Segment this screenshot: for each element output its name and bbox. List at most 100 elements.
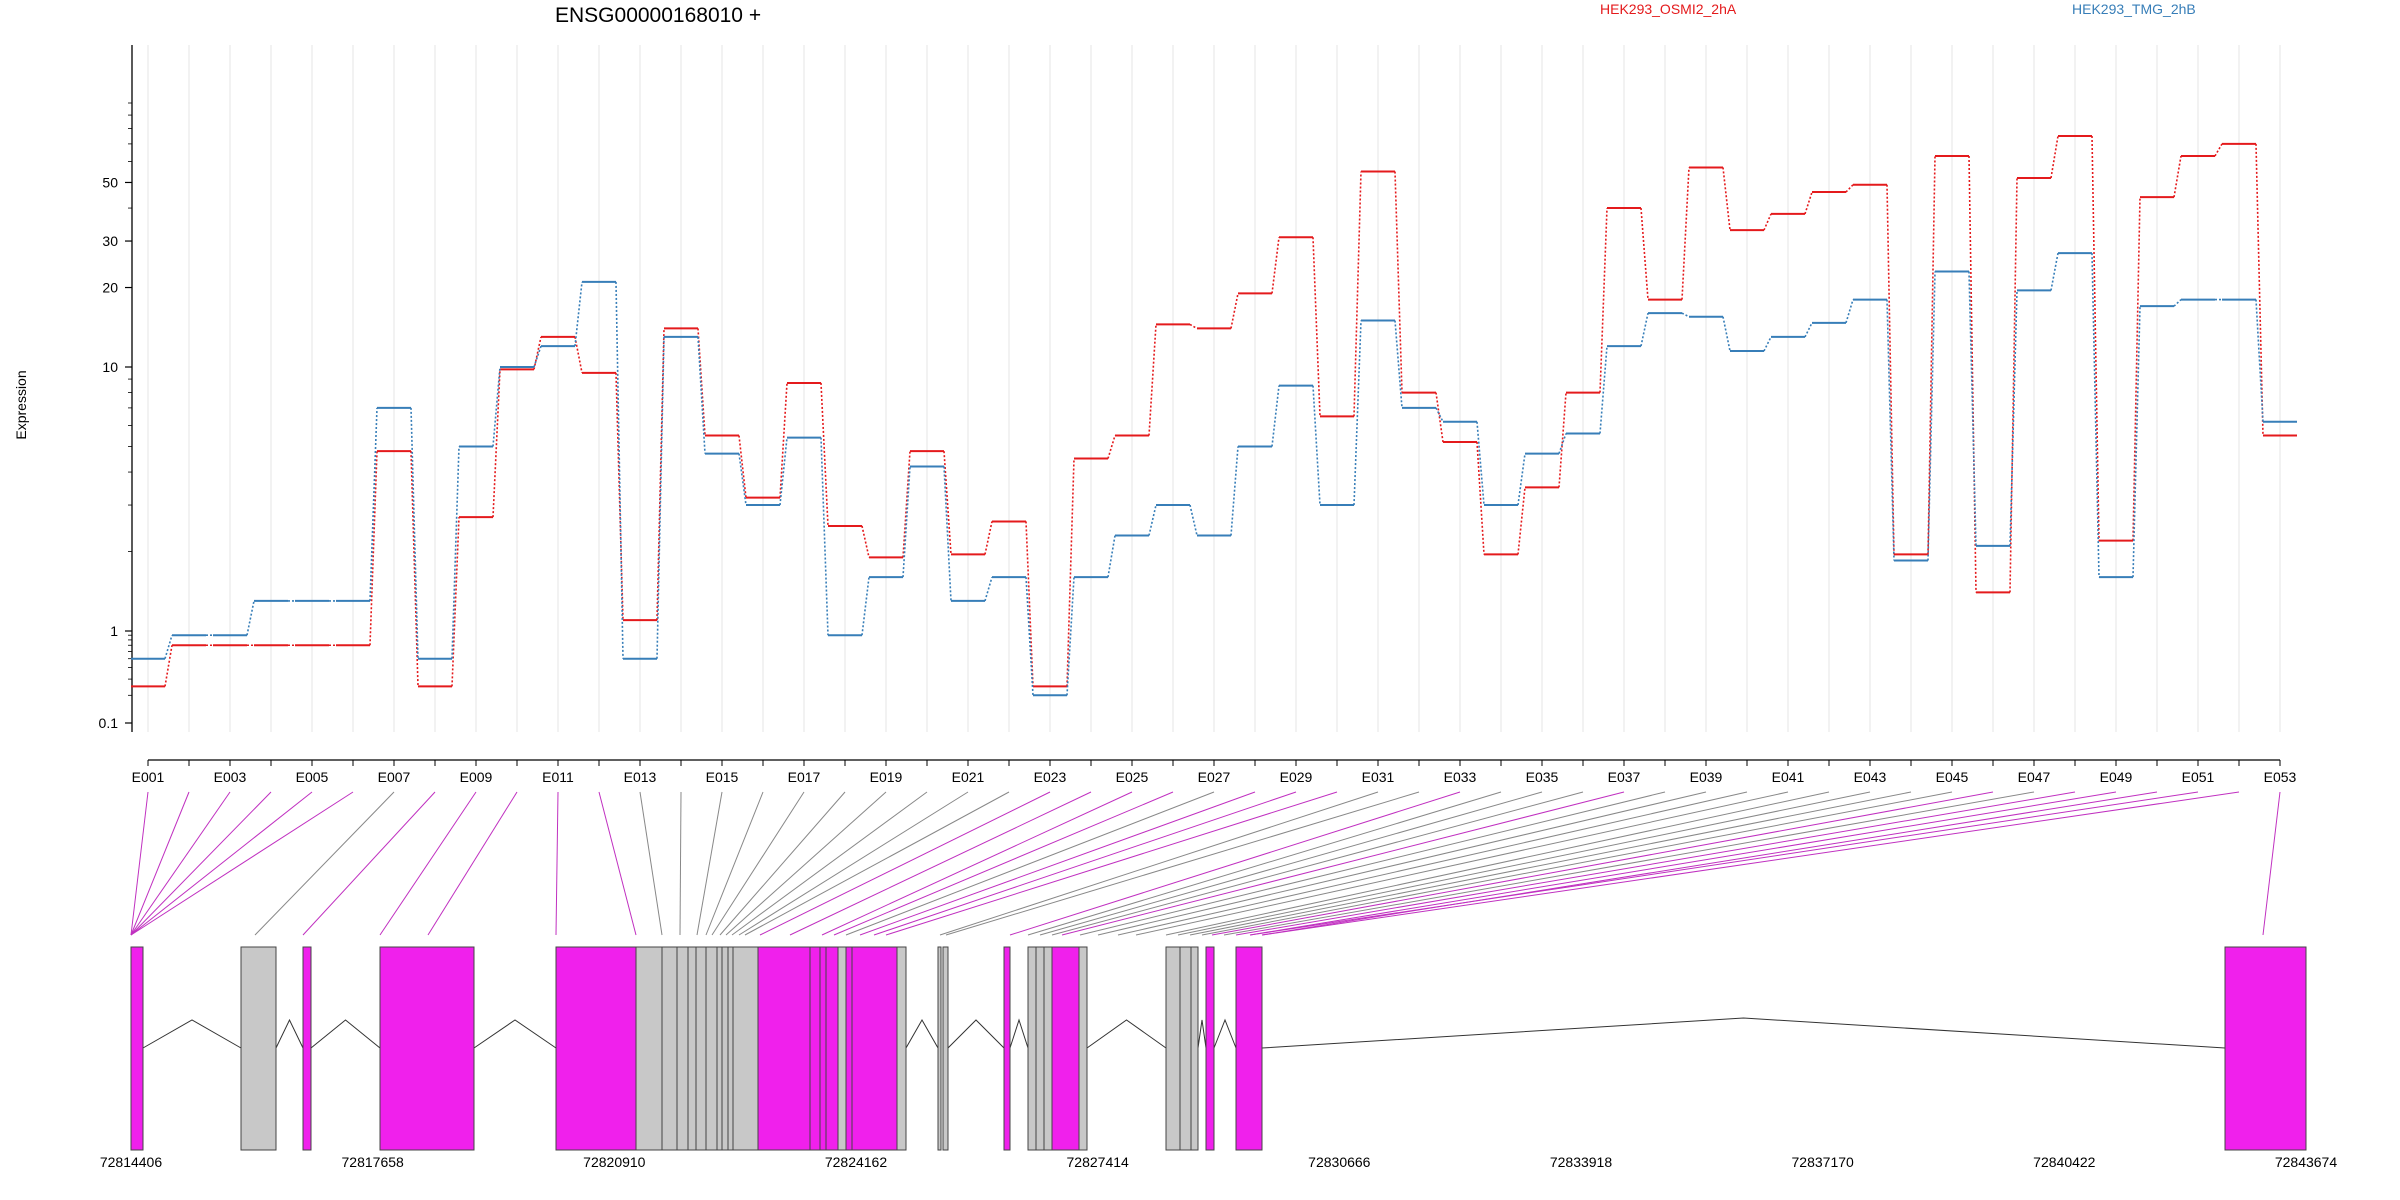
connector <box>1312 385 1321 506</box>
connector-E021 <box>738 791 969 936</box>
series-2 <box>131 252 2297 697</box>
connector <box>1271 237 1280 294</box>
x-tick-label-E009: E009 <box>460 769 493 785</box>
connector <box>164 634 173 659</box>
connector <box>1394 171 1403 393</box>
legend-series-1: HEK293_OSMI2_2hA <box>1600 1 1737 17</box>
connector-E024 <box>789 791 1092 936</box>
coordinate-label-72824162: 72824162 <box>825 1154 888 1170</box>
exon-17 <box>809 946 821 1151</box>
intron <box>1197 1019 1207 1049</box>
x-tick-label-E037: E037 <box>1608 769 1641 785</box>
connector-E009 <box>379 791 477 936</box>
connector-E030 <box>885 791 1338 936</box>
legend-series-2: HEK293_TMG_2hB <box>2072 1 2196 17</box>
gene-model: 72814406 72817658 72820910 72824162 72827414… <box>100 946 2337 1170</box>
connector <box>492 369 501 518</box>
connector <box>1476 441 1485 555</box>
connector-E002 <box>130 791 190 936</box>
exon-33 <box>1179 946 1192 1151</box>
exon-12 <box>716 946 723 1151</box>
exon-35 <box>1205 946 1215 1151</box>
connector-E040 <box>1117 791 1748 936</box>
coordinate-label-72827414: 72827414 <box>1067 1154 1130 1170</box>
connector <box>1476 421 1485 506</box>
exon-connector-lines <box>130 791 2281 936</box>
exon-18 <box>819 946 827 1151</box>
connector <box>984 521 993 555</box>
connector <box>1148 324 1157 436</box>
connector <box>779 437 788 506</box>
x-tick-label-E045: E045 <box>1936 769 1969 785</box>
connector <box>1886 184 1895 555</box>
connector <box>2173 155 2182 198</box>
connector <box>1435 407 1444 423</box>
connector <box>1681 312 1690 318</box>
exon-8 <box>676 946 689 1151</box>
connector <box>1722 316 1731 352</box>
connector-E036 <box>1051 791 1584 936</box>
connector <box>1353 171 1362 417</box>
connector <box>2009 177 2018 593</box>
exon-1 <box>130 946 144 1151</box>
x-tick-label-E043: E043 <box>1854 769 1887 785</box>
connector <box>1804 322 1813 338</box>
x-tick-label-E033: E033 <box>1444 769 1477 785</box>
connector <box>1640 312 1649 347</box>
connector <box>2214 143 2223 157</box>
exon-9 <box>687 946 697 1151</box>
x-tick-label-E005: E005 <box>296 769 329 785</box>
x-tick-label-E031: E031 <box>1362 769 1395 785</box>
connector-E034 <box>1027 791 1502 936</box>
x-tick-label-E025: E025 <box>1116 769 1149 785</box>
connector <box>1804 191 1813 215</box>
intron <box>905 1018 939 1049</box>
connector <box>902 451 911 558</box>
connector-E008 <box>302 791 436 936</box>
connector-E046 <box>1211 791 1994 936</box>
intron <box>1261 1017 2226 1049</box>
intron <box>310 1019 381 1049</box>
exon-21 <box>845 946 853 1151</box>
connector <box>2050 135 2059 179</box>
connector-E015 <box>696 791 723 936</box>
connector <box>738 435 747 498</box>
connector <box>1025 521 1034 687</box>
connector-E041 <box>1135 791 1789 936</box>
connector <box>943 466 952 601</box>
exon-7 <box>661 946 678 1151</box>
connector <box>1312 237 1321 417</box>
connector <box>2132 306 2141 578</box>
connector-E012 <box>598 791 637 936</box>
y-tick-label-20: 20 <box>102 280 118 296</box>
exon-6 <box>635 946 663 1151</box>
y-tick-label-10: 10 <box>102 359 118 375</box>
connector-E007 <box>254 791 395 936</box>
plot-gridlines <box>147 45 2281 732</box>
coordinate-label-72833918: 72833918 <box>1550 1154 1613 1170</box>
x-tick-label-E053: E053 <box>2264 769 2297 785</box>
connector-E044 <box>1189 791 1912 936</box>
connector <box>410 407 419 659</box>
intron <box>947 1019 1005 1049</box>
intron <box>1213 1018 1237 1049</box>
x-tick-label-E035: E035 <box>1526 769 1559 785</box>
intron <box>473 1019 557 1049</box>
exon-31 <box>1078 946 1088 1151</box>
exon-22 <box>851 946 898 1151</box>
intron <box>142 1019 242 1049</box>
connector <box>1558 392 1567 488</box>
connector-E047 <box>1223 791 2035 936</box>
x-tick-label-E003: E003 <box>214 769 247 785</box>
connector-E005 <box>130 791 313 936</box>
y-tick-label-50: 50 <box>102 174 118 190</box>
connector-E032 <box>945 791 1420 936</box>
connector-E050 <box>1261 791 2158 936</box>
connector <box>1230 446 1239 536</box>
connector-E004 <box>130 791 272 936</box>
connector <box>1189 323 1198 330</box>
connector <box>1927 155 1936 555</box>
connector <box>656 336 665 659</box>
y-tick-label-0.1: 0.1 <box>99 715 119 731</box>
connector <box>1066 458 1075 687</box>
